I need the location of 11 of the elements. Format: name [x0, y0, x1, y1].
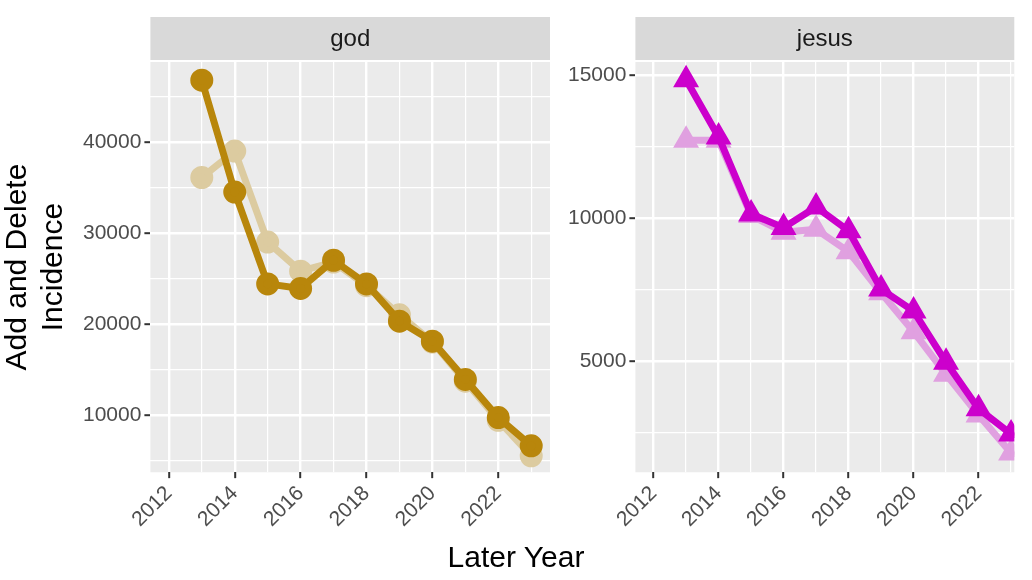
y-tick-label: 5000 [579, 348, 627, 372]
y-tick-label: 30000 [82, 219, 142, 243]
y-axis-title: Add and Delete Incidence [0, 163, 69, 371]
y-tick-label: 10000 [567, 205, 627, 229]
chart-title: jesus [795, 23, 853, 51]
y-tick-label: 10000 [82, 401, 142, 425]
chart-title: god [330, 23, 371, 51]
y-tick-label: 15000 [567, 62, 627, 86]
y-tick-label: 20000 [82, 310, 142, 334]
y-tick-label: 40000 [82, 128, 142, 152]
x-axis-title: Later Year [446, 540, 586, 574]
